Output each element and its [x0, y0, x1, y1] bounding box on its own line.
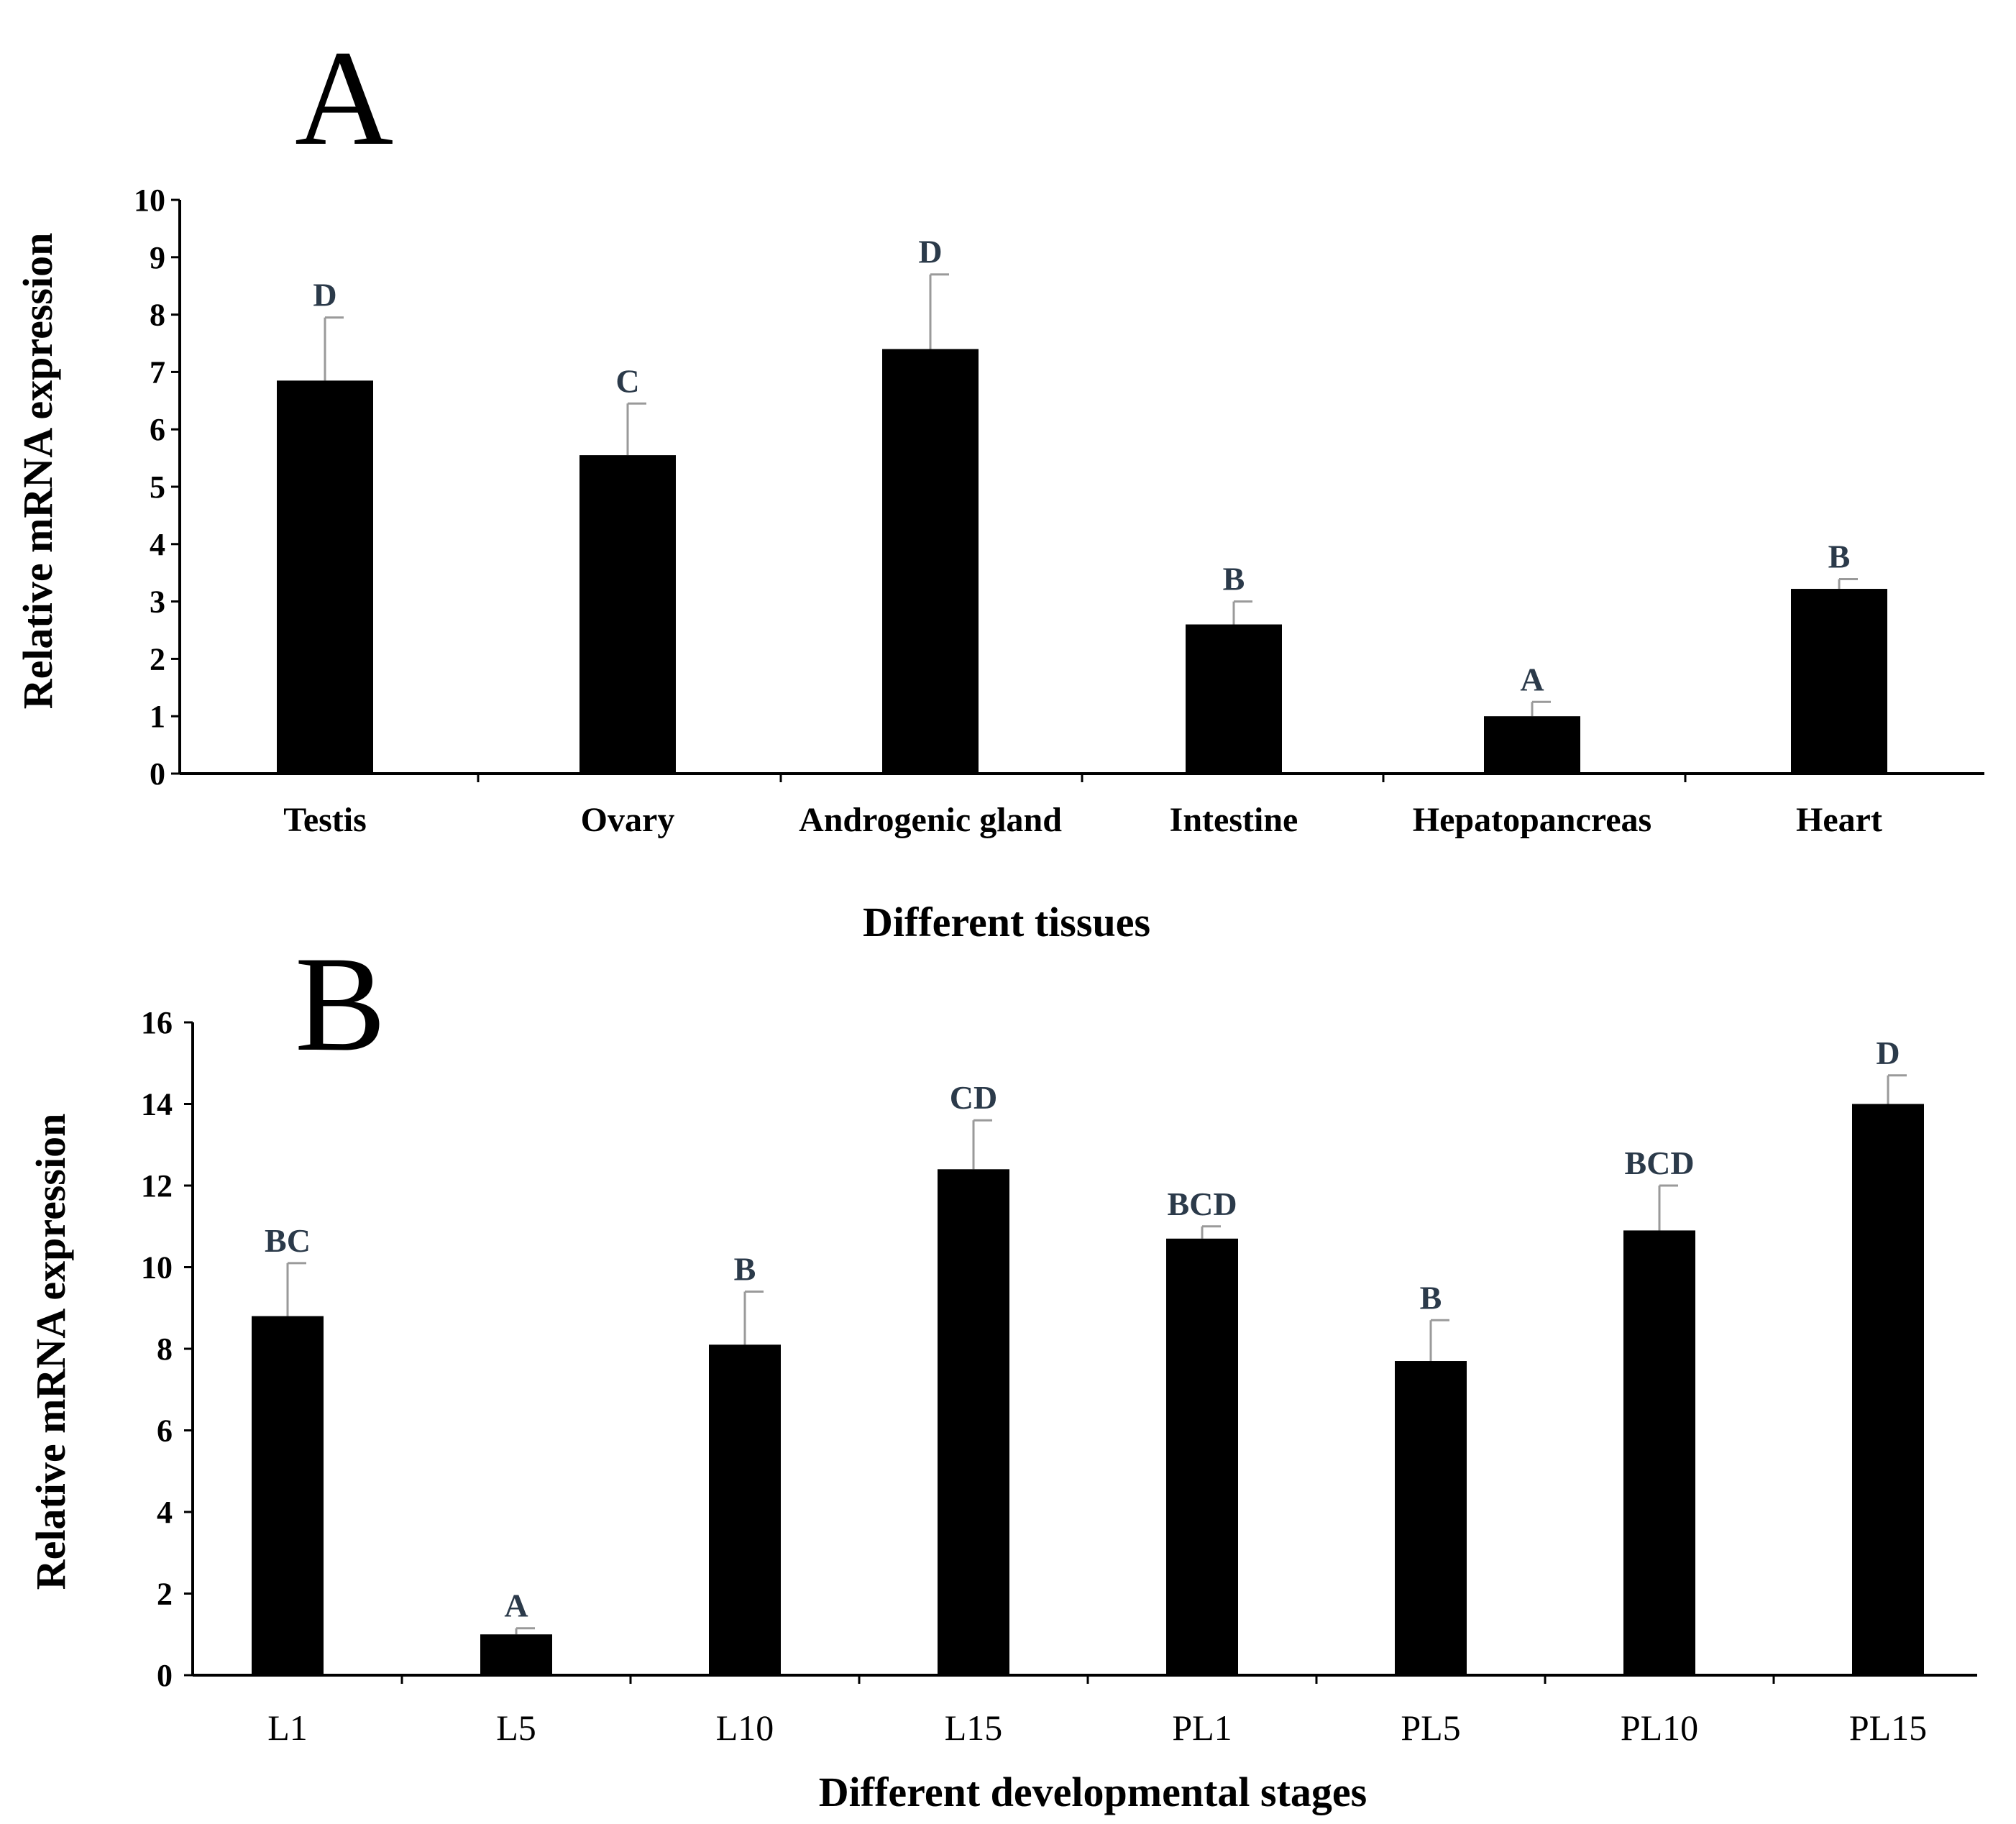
panel-b-category-label: L10 [716, 1708, 774, 1748]
panel-a-category-labels: Testis Ovary Androgenic gland Intestine Hepa… [283, 801, 1882, 839]
panel-b-category-label: PL10 [1621, 1708, 1698, 1748]
panel-b-y-tick-label: 4 [157, 1495, 173, 1530]
panel-a-bar-ovary [579, 455, 676, 774]
panel-a-category-label: Ovary [581, 801, 675, 839]
panel-b-y-tick-label: 6 [157, 1413, 173, 1449]
panel-a-bar-hepatopancreas [1484, 716, 1580, 774]
panel-b-category-label: PL1 [1172, 1708, 1232, 1748]
panel-b-category-label: L15 [945, 1708, 1003, 1748]
panel-a-bar-intestine [1186, 624, 1282, 774]
panel-b-y-tick-label: 14 [141, 1087, 173, 1122]
panel-b-y-tick-label: 8 [157, 1332, 173, 1367]
panel-a-error-bars [324, 273, 1858, 717]
panel-a-y-tick-label: 6 [150, 412, 165, 447]
panel-b-significance-label: B [734, 1251, 756, 1288]
panel-b-y-tick-label: 12 [141, 1168, 173, 1204]
panel-a-significance-label: B [1223, 561, 1245, 597]
panel-b-significance-label: B [1420, 1279, 1442, 1316]
panel-b-bar-pl15 [1852, 1104, 1924, 1675]
panel-a-y-axis-title: Relative mRNA expression [14, 233, 61, 710]
panel-b-bar-pl1 [1166, 1238, 1238, 1675]
panel-a-significance-label: D [918, 234, 942, 270]
panel-b-y-ticks: 0 2 4 6 8 10 12 14 16 [141, 1005, 193, 1693]
panel-a-category-label: Testis [283, 801, 367, 839]
panel-b-category-label: PL15 [1849, 1708, 1927, 1748]
panel-b-category-label: L1 [267, 1708, 308, 1748]
panel-a-y-tick-label: 10 [134, 183, 165, 218]
panel-b-letter: B [295, 929, 386, 1080]
panel-b-y-tick-label: 10 [141, 1250, 173, 1285]
panel-b-bar-l10 [709, 1344, 781, 1675]
panel-b-category-labels: L1 L5 L10 L15 PL1 PL5 PL10 PL15 [267, 1708, 1927, 1748]
panel-b-category-label: PL5 [1401, 1708, 1460, 1748]
panel-b-y-tick-label: 16 [141, 1005, 173, 1040]
panel-a-y-tick-label: 5 [150, 469, 165, 505]
panel-a-bars [277, 349, 1887, 774]
panel-a-bar-testis [277, 380, 373, 774]
panel-a-category-label: Androgenic gland [799, 801, 1062, 839]
panel-b-bar-pl5 [1395, 1361, 1467, 1675]
panel-b-y-tick-label: 2 [157, 1577, 173, 1612]
panel-a-y-tick-label: 3 [150, 585, 165, 620]
panel-a-letter: A [295, 23, 393, 174]
panel-b-significance-label: D [1876, 1035, 1900, 1071]
panel-b-error-bars [286, 1074, 1907, 1635]
panel-b-y-tick-label: 0 [157, 1658, 173, 1693]
panel-b-significance-label: BCD [1624, 1145, 1694, 1181]
panel-b-x-axis-title: Different developmental stages [819, 1769, 1367, 1815]
panel-b-bars [252, 1104, 1924, 1675]
panel-b-category-label: L5 [496, 1708, 536, 1748]
panel-b-bar-l1 [252, 1316, 324, 1675]
panel-b-significance-label: CD [950, 1079, 997, 1116]
panel-a-significance-label: B [1828, 538, 1851, 574]
panel-a-y-tick-label: 0 [150, 756, 165, 792]
panel-a-chart: A Relative mRNA expression Different tis… [14, 23, 1984, 945]
panel-a-y-tick-label: 8 [150, 298, 165, 333]
panel-a-y-tick-label: 1 [150, 699, 165, 734]
panel-a-y-tick-label: 7 [150, 354, 165, 390]
panel-a-y-tick-label: 9 [150, 240, 165, 275]
panel-b-bar-pl10 [1623, 1230, 1695, 1675]
panel-a-bar-heart [1791, 589, 1887, 774]
panel-b-bar-l5 [480, 1634, 552, 1675]
panel-a-x-axis-title: Different tissues [863, 899, 1150, 945]
panel-a-y-ticks: 0 1 2 3 4 5 6 7 8 9 10 [134, 183, 180, 792]
panel-b-significance-label: A [504, 1587, 528, 1624]
panel-a-category-label: Intestine [1170, 801, 1298, 839]
panel-a-significance-label: C [615, 362, 639, 399]
panel-a-significance-label: D [313, 277, 336, 313]
panel-b-significance-label: BC [265, 1222, 311, 1259]
panel-a-bar-androgenic-gland [882, 349, 979, 774]
panel-b-significance-label: BCD [1167, 1186, 1237, 1222]
panel-a-significance-labels: D C D B A B [313, 234, 1850, 698]
panel-a-y-tick-label: 4 [150, 527, 165, 562]
panel-a-category-label: Hepatopancreas [1413, 801, 1651, 839]
panel-a-category-label: Heart [1796, 801, 1882, 839]
panel-a-y-tick-label: 2 [150, 641, 165, 677]
panel-b-y-axis-title: Relative mRNA expression [27, 1114, 74, 1590]
panel-a-significance-label: A [1520, 661, 1544, 697]
panel-b-bar-l15 [938, 1169, 1009, 1675]
panel-b-chart: B Relative mRNA expression Different dev… [27, 929, 1977, 1815]
